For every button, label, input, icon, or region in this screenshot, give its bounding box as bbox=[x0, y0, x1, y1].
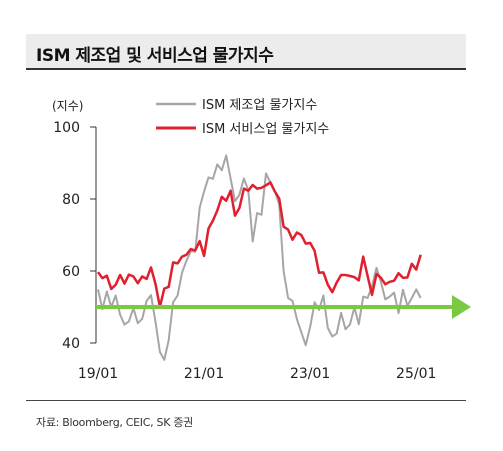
legend-label-1: ISM 제조업 물가지수 bbox=[202, 98, 317, 113]
legend-label-2: ISM 서비스업 물가지수 bbox=[202, 122, 329, 137]
y-unit-label: (지수) bbox=[52, 99, 83, 113]
y-tick-label: 60 bbox=[62, 264, 80, 280]
x-tick-label: 21/01 bbox=[184, 366, 224, 382]
x-tick-label: 25/01 bbox=[396, 366, 436, 382]
bottom-divider bbox=[26, 400, 466, 401]
trend-arrow-head bbox=[452, 295, 471, 319]
series-line-2 bbox=[96, 181, 422, 309]
x-tick-label: 23/01 bbox=[290, 366, 330, 382]
title-bar: ISM 제조업 및 서비스업 물가지수 bbox=[26, 34, 466, 70]
y-tick-label: 100 bbox=[53, 120, 80, 136]
series-line-1 bbox=[97, 154, 422, 361]
y-tick-label: 40 bbox=[62, 336, 80, 352]
x-tick-label: 19/01 bbox=[78, 366, 118, 382]
source-note: 자료: Bloomberg, CEIC, SK 증권 bbox=[36, 416, 193, 429]
y-tick-label: 80 bbox=[62, 192, 80, 208]
chart-title: ISM 제조업 및 서비스업 물가지수 bbox=[36, 46, 274, 66]
